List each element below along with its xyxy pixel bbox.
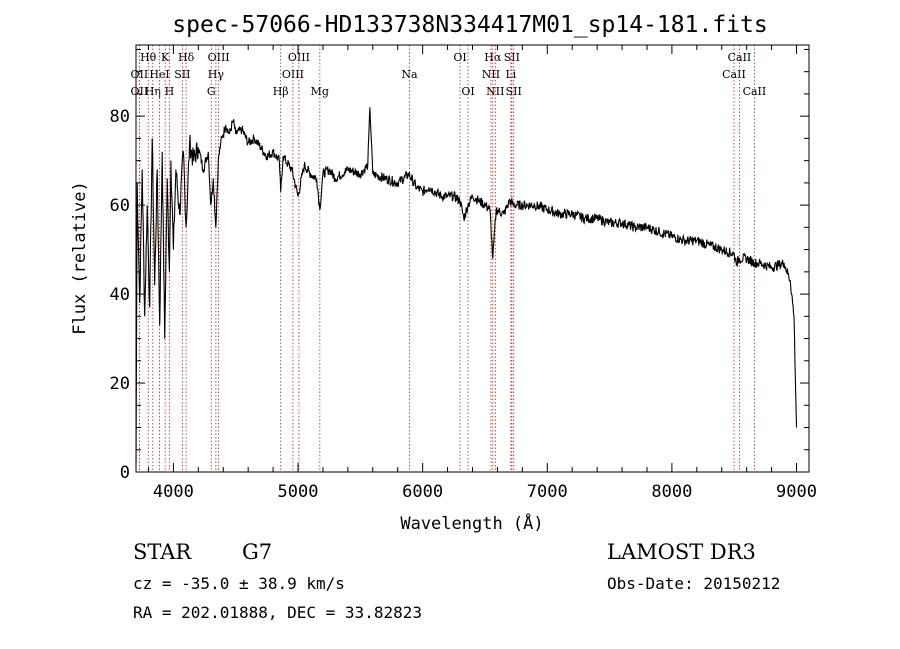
spectral-line-label: OIII [288, 51, 310, 64]
spectral-line-label: CaII [722, 68, 746, 81]
spectral-line-label: OIII [282, 68, 304, 81]
spectral-line-label: OII [131, 85, 149, 98]
y-tick-label: 60 [110, 196, 130, 216]
spectral-line-label: Li [505, 68, 516, 81]
spectral-line-label: K [161, 51, 170, 64]
survey-name: LAMOST DR3 [607, 540, 756, 564]
plot-frame [135, 44, 810, 473]
spectral-line-label: Hγ [208, 68, 225, 81]
spectral-line-label: Hα [484, 51, 502, 64]
spectral-line-label: SII [506, 85, 522, 98]
x-tick-label: 5000 [278, 482, 319, 502]
spectral-line-label: H [165, 85, 175, 98]
y-tick-label: 0 [120, 463, 130, 483]
x-tick-label: 9000 [776, 482, 817, 502]
spectral-lines: OIIOIIHθHηHeIKHSIIHδGHγOIIIHβOIIIOIIIMgN… [131, 45, 767, 472]
y-tick-label: 20 [110, 374, 130, 394]
y-tick-label: 40 [110, 285, 130, 305]
object-class: STAR [133, 540, 192, 564]
spectral-line-label: OI [461, 85, 474, 98]
spectral-line-label: NII [482, 68, 500, 81]
axis-ticks: 4000 5000 6000 7000 8000 9000 0 20 40 60 80 [110, 45, 817, 502]
chart-title: spec-57066-HD133738N334417M01_sp14-181.f… [172, 12, 767, 38]
spectral-line-label: Hθ [140, 51, 157, 64]
spectral-line-label: Hδ [178, 51, 195, 64]
spectral-line-label: Mg [311, 85, 329, 98]
object-subclass: G7 [242, 540, 273, 564]
x-tick-label: 4000 [153, 482, 194, 502]
x-tick-label: 6000 [402, 482, 443, 502]
spectral-line-label: Hη [145, 85, 161, 98]
spectral-line-label: SII [174, 68, 190, 81]
y-axis-label: Flux (relative) [70, 181, 90, 335]
obs-date: Obs-Date: 20150212 [607, 574, 781, 593]
x-axis-label: Wavelength (Å) [400, 512, 543, 534]
y-tick-label: 80 [110, 107, 130, 127]
redshift-cz: cz = -35.0 ± 38.9 km/s [133, 574, 345, 593]
spectral-line-label: Hβ [273, 85, 289, 98]
coordinates: RA = 202.01888, DEC = 33.82823 [133, 603, 422, 622]
spectral-line-label: G [207, 85, 216, 98]
spectral-line-label: CaII [743, 85, 767, 98]
spectral-line-label: CaII [728, 51, 752, 64]
spectral-line-label: HeI [149, 68, 169, 81]
x-tick-label: 8000 [651, 482, 692, 502]
spectral-line-label: Na [401, 68, 418, 81]
spectral-line-label: NII [486, 85, 504, 98]
spectral-line-label: OI [453, 51, 466, 64]
spectral-line-label: OIII [208, 51, 230, 64]
x-tick-label: 7000 [527, 482, 568, 502]
spectral-line-label: SII [504, 51, 520, 64]
spectrum-line [135, 107, 798, 468]
